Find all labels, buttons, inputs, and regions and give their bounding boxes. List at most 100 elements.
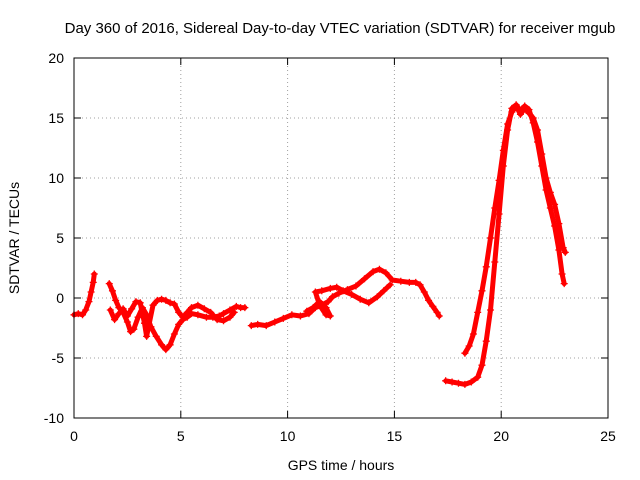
data-point-marker bbox=[542, 174, 550, 182]
series-arc-1 bbox=[70, 270, 98, 319]
data-point-marker bbox=[134, 313, 142, 321]
data-point-marker bbox=[82, 306, 90, 314]
data-point-marker bbox=[397, 277, 405, 285]
data-point-marker bbox=[132, 298, 140, 306]
data-point-marker bbox=[454, 379, 462, 387]
data-point-marker bbox=[130, 325, 138, 333]
data-point-marker bbox=[119, 305, 127, 313]
data-point-marker bbox=[546, 188, 554, 196]
series-trace bbox=[462, 103, 568, 356]
data-point-marker bbox=[296, 312, 304, 320]
data-point-marker bbox=[474, 308, 482, 316]
data-point-marker bbox=[491, 258, 499, 266]
data-point-marker bbox=[348, 290, 356, 298]
data-point-marker bbox=[200, 305, 208, 313]
data-point-marker bbox=[166, 299, 174, 307]
data-point-marker bbox=[435, 312, 443, 320]
data-point-marker bbox=[220, 310, 228, 318]
data-point-marker bbox=[328, 293, 336, 301]
data-point-marker bbox=[478, 287, 486, 295]
data-point-marker bbox=[382, 269, 390, 277]
x-tick-label: 5 bbox=[177, 428, 185, 444]
data-point-marker bbox=[461, 380, 469, 388]
data-point-marker bbox=[226, 306, 234, 314]
data-point-marker bbox=[339, 287, 347, 295]
data-point-marker bbox=[106, 306, 114, 314]
data-point-marker bbox=[360, 275, 368, 283]
data-point-marker bbox=[333, 283, 341, 291]
data-point-marker bbox=[555, 220, 563, 228]
series-arc-4 bbox=[247, 265, 443, 330]
data-point-marker bbox=[145, 322, 153, 330]
data-point-marker bbox=[373, 293, 381, 301]
data-point-marker bbox=[179, 313, 187, 321]
data-point-marker bbox=[105, 280, 113, 288]
data-point-marker bbox=[469, 330, 477, 338]
series-trace bbox=[248, 266, 442, 329]
data-point-marker bbox=[322, 304, 330, 312]
series-arc-7 bbox=[461, 102, 569, 357]
data-point-marker bbox=[512, 102, 520, 110]
x-tick-label: 10 bbox=[280, 428, 296, 444]
data-point-marker bbox=[89, 278, 97, 286]
data-point-marker bbox=[425, 296, 433, 304]
data-point-marker bbox=[499, 146, 507, 154]
data-point-marker bbox=[153, 296, 161, 304]
y-tick-label: 0 bbox=[56, 290, 64, 306]
data-point-marker bbox=[230, 308, 238, 316]
data-point-marker bbox=[175, 308, 183, 316]
data-point-marker bbox=[442, 377, 450, 385]
data-point-marker bbox=[123, 312, 131, 320]
data-point-marker bbox=[461, 349, 469, 357]
y-axis-label: SDTVAR / TECUs bbox=[6, 182, 22, 294]
data-point-marker bbox=[207, 308, 215, 316]
data-point-marker bbox=[288, 311, 296, 319]
data-point-marker bbox=[538, 150, 546, 158]
data-point-marker bbox=[356, 295, 364, 303]
data-point-marker bbox=[405, 278, 413, 286]
data-point-marker bbox=[529, 114, 537, 122]
data-point-marker bbox=[487, 234, 495, 242]
data-point-marker bbox=[187, 304, 195, 312]
data-point-marker bbox=[420, 288, 428, 296]
data-point-marker bbox=[170, 330, 178, 338]
data-point-marker bbox=[546, 204, 554, 212]
data-point-marker bbox=[465, 342, 473, 350]
x-tick-label: 25 bbox=[600, 428, 616, 444]
data-point-marker bbox=[495, 176, 503, 184]
data-point-marker bbox=[303, 307, 311, 315]
data-point-marker bbox=[74, 310, 82, 318]
data-point-marker bbox=[108, 287, 116, 295]
data-point-marker bbox=[220, 317, 228, 325]
x-axis-label: GPS time / hours bbox=[288, 457, 395, 473]
y-tick-label: -10 bbox=[44, 410, 64, 426]
data-point-marker bbox=[213, 316, 221, 324]
y-tick-label: 10 bbox=[48, 170, 64, 186]
data-point-marker bbox=[495, 210, 503, 218]
data-point-marker bbox=[534, 126, 542, 134]
data-point-marker bbox=[474, 373, 482, 381]
data-point-marker bbox=[352, 282, 360, 290]
data-point-marker bbox=[482, 337, 490, 345]
data-point-marker bbox=[158, 295, 166, 303]
data-point-marker bbox=[90, 270, 98, 278]
data-point-marker bbox=[380, 287, 388, 295]
data-point-marker bbox=[416, 281, 424, 289]
data-point-marker bbox=[162, 346, 170, 354]
data-point-marker bbox=[311, 288, 319, 296]
chart-title: Day 360 of 2016, Sidereal Day-to-day VTE… bbox=[65, 20, 616, 37]
data-point-marker bbox=[487, 306, 495, 314]
data-point-marker bbox=[448, 378, 456, 386]
data-point-marker bbox=[326, 284, 334, 292]
data-point-marker bbox=[170, 300, 178, 308]
data-point-marker bbox=[326, 312, 334, 320]
x-tick-label: 15 bbox=[387, 428, 403, 444]
data-point-marker bbox=[262, 322, 270, 330]
data-point-marker bbox=[369, 268, 377, 276]
data-point-marker bbox=[143, 332, 151, 340]
x-tick-label: 0 bbox=[70, 428, 78, 444]
data-point-marker bbox=[158, 341, 166, 349]
data-point-marker bbox=[152, 332, 160, 340]
data-point-marker bbox=[85, 298, 93, 306]
